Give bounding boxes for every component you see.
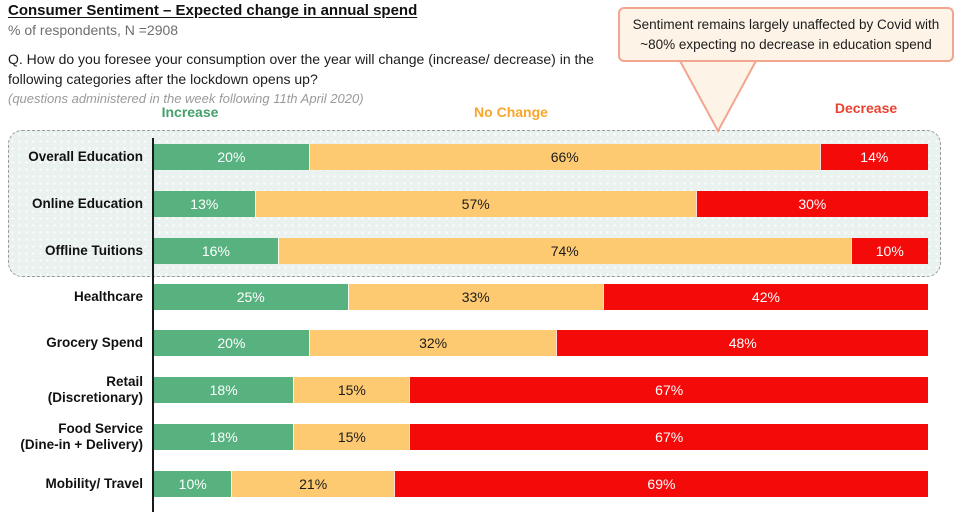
segment-value-label: 18% bbox=[209, 429, 238, 445]
bar-segment-decrease: 42% bbox=[602, 284, 928, 310]
segment-value-label: 30% bbox=[798, 196, 827, 212]
bar-segment-no-change: 66% bbox=[308, 144, 820, 170]
segment-value-label: 48% bbox=[728, 335, 757, 351]
sample-size-subtitle: % of respondents, N =2908 bbox=[8, 22, 179, 38]
segment-value-label: 15% bbox=[337, 382, 366, 398]
chart-row: Retail (Discretionary) 18% 15% 67% bbox=[0, 374, 928, 405]
stacked-bar: 20% 66% 14% bbox=[154, 144, 928, 170]
segment-value-label: 66% bbox=[550, 149, 579, 165]
chart-row: Online Education 13% 57% 30% bbox=[0, 191, 928, 217]
stacked-bar: 13% 57% 30% bbox=[154, 191, 928, 217]
category-label: Offline Tuitions bbox=[45, 243, 143, 259]
callout-box: Sentiment remains largely unaffected by … bbox=[618, 7, 954, 63]
segment-value-label: 74% bbox=[550, 243, 579, 259]
segment-value-label: 32% bbox=[419, 335, 448, 351]
bar-segment-no-change: 57% bbox=[254, 191, 696, 217]
bar-segment-no-change: 21% bbox=[231, 471, 394, 497]
bar-segment-increase: 20% bbox=[154, 144, 309, 170]
survey-note: (questions administered in the week foll… bbox=[8, 91, 364, 107]
bar-segment-no-change: 15% bbox=[293, 424, 410, 450]
segment-value-label: 67% bbox=[655, 382, 684, 398]
axis-line bbox=[152, 138, 154, 512]
stacked-bar: 25% 33% 42% bbox=[154, 284, 928, 310]
segment-value-label: 16% bbox=[201, 243, 230, 259]
survey-question: Q. How do you foresee your consumption o… bbox=[8, 51, 594, 87]
stacked-bar: 18% 15% 67% bbox=[154, 424, 928, 450]
bar-segment-decrease: 48% bbox=[556, 330, 928, 356]
report-header: Consumer Sentiment – Expected change in … bbox=[8, 2, 616, 106]
bar-segment-decrease: 67% bbox=[409, 424, 928, 450]
segment-value-label: 33% bbox=[461, 289, 490, 305]
chart-row: Food Service (Dine-in + Delivery) 18% 15% 6… bbox=[0, 421, 928, 452]
page-title: Consumer Sentiment – Expected change in … bbox=[8, 2, 418, 19]
legend-no-change: No Change bbox=[474, 104, 548, 120]
bar-segment-no-change: 32% bbox=[308, 330, 557, 356]
legend-increase: Increase bbox=[161, 104, 219, 120]
category-label: Healthcare bbox=[73, 289, 143, 305]
segment-value-label: 57% bbox=[461, 196, 490, 212]
category-label: Mobility/ Travel bbox=[45, 476, 143, 492]
callout-text: Sentiment remains largely unaffected by … bbox=[632, 17, 940, 52]
bar-segment-increase: 25% bbox=[154, 284, 348, 310]
bar-segment-increase: 16% bbox=[154, 238, 278, 264]
segment-value-label: 67% bbox=[655, 429, 684, 445]
bar-segment-increase: 18% bbox=[154, 424, 294, 450]
stacked-bar: 16% 74% 10% bbox=[154, 238, 928, 264]
chart-row: Grocery Spend 20% 32% 48% bbox=[0, 330, 928, 356]
segment-value-label: 25% bbox=[236, 289, 265, 305]
legend-decrease: Decrease bbox=[834, 100, 898, 116]
bar-segment-no-change: 15% bbox=[293, 377, 410, 403]
segment-value-label: 13% bbox=[190, 196, 219, 212]
stacked-bar: 10% 21% 69% bbox=[154, 471, 928, 497]
segment-value-label: 15% bbox=[337, 429, 366, 445]
chart-row: Healthcare 25% 33% 42% bbox=[0, 284, 928, 310]
segment-value-label: 21% bbox=[299, 476, 328, 492]
segment-value-label: 69% bbox=[647, 476, 676, 492]
chart-row: Offline Tuitions 16% 74% 10% bbox=[0, 238, 928, 264]
category-label: Grocery Spend bbox=[46, 335, 143, 351]
chart-row: Mobility/ Travel 10% 21% 69% bbox=[0, 471, 928, 497]
category-label: Overall Education bbox=[28, 149, 143, 165]
stacked-bar: 18% 15% 67% bbox=[154, 377, 928, 403]
category-label: Retail (Discretionary) bbox=[47, 374, 143, 405]
bar-segment-no-change: 74% bbox=[277, 238, 851, 264]
chart-row: Overall Education 20% 66% 14% bbox=[0, 144, 928, 170]
segment-value-label: 20% bbox=[217, 335, 246, 351]
bar-segment-no-change: 33% bbox=[347, 284, 603, 310]
bar-segment-increase: 10% bbox=[154, 471, 232, 497]
segment-value-label: 42% bbox=[751, 289, 780, 305]
callout-pointer-icon bbox=[672, 48, 764, 134]
segment-value-label: 14% bbox=[860, 149, 889, 165]
bar-segment-increase: 13% bbox=[154, 191, 255, 217]
bar-segment-increase: 18% bbox=[154, 377, 294, 403]
bar-segment-decrease: 67% bbox=[409, 377, 928, 403]
category-label: Online Education bbox=[31, 196, 143, 212]
bar-segment-decrease: 69% bbox=[393, 471, 928, 497]
segment-value-label: 10% bbox=[875, 243, 904, 259]
category-label: Food Service (Dine-in + Delivery) bbox=[20, 421, 143, 452]
bar-segment-increase: 20% bbox=[154, 330, 309, 356]
stacked-bar: 20% 32% 48% bbox=[154, 330, 928, 356]
segment-value-label: 18% bbox=[209, 382, 238, 398]
bar-segment-decrease: 10% bbox=[850, 238, 928, 264]
segment-value-label: 10% bbox=[178, 476, 207, 492]
segment-value-label: 20% bbox=[217, 149, 246, 165]
bar-segment-decrease: 14% bbox=[819, 144, 928, 170]
bar-segment-decrease: 30% bbox=[695, 191, 928, 217]
